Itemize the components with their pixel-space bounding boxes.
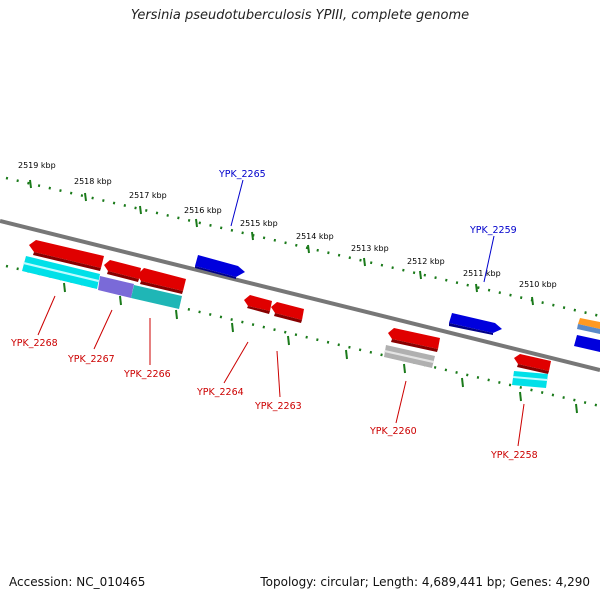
gene-label-ypk-2265[interactable]: YPK_2265 xyxy=(218,169,266,180)
gene-ypk-2266-feature[interactable] xyxy=(137,268,186,294)
label-leaders xyxy=(37,179,525,447)
outer-major-ticks xyxy=(29,179,534,306)
genome-backbone xyxy=(0,219,600,372)
gene-teal-2266-feature[interactable] xyxy=(131,285,182,309)
gene-cyan-2268-feature[interactable] xyxy=(22,256,100,289)
gene-ypk-2259-feature[interactable] xyxy=(449,313,502,335)
kbp-label: 2516 kbp xyxy=(184,206,222,215)
kbp-label: 2513 kbp xyxy=(351,244,389,253)
kbp-label: 2512 kbp xyxy=(407,257,445,266)
gene-label-ypk-2268[interactable]: YPK_2268 xyxy=(10,338,58,349)
gene-ypk-2264-feature[interactable] xyxy=(244,295,272,314)
gene-ypk-2263-feature[interactable] xyxy=(271,302,304,323)
gene-grey-2260-feature[interactable] xyxy=(384,345,435,368)
genome-title: Yersinia pseudotuberculosis YPIII, compl… xyxy=(130,8,470,23)
gene-label-ypk-2264[interactable]: YPK_2264 xyxy=(196,387,244,398)
inner-major-ticks xyxy=(63,282,578,414)
kbp-label: 2511 kbp xyxy=(463,269,501,278)
gene-ypk-2258-feature[interactable] xyxy=(514,354,551,374)
kbp-label: 2517 kbp xyxy=(129,191,167,200)
kbp-label: 2510 kbp xyxy=(519,280,557,289)
kbp-label: 2514 kbp xyxy=(296,232,334,241)
gene-ypk-2265-feature[interactable] xyxy=(195,255,245,279)
gene-labels: YPK_2265 YPK_2259 YPK_2268 YPK_2267 YPK_… xyxy=(10,169,538,461)
kbp-label: 2515 kbp xyxy=(240,219,278,228)
gene-label-ypk-2267[interactable]: YPK_2267 xyxy=(67,354,115,365)
genome-summary-text: Topology: circular; Length: 4,689,441 bp… xyxy=(260,575,590,589)
gene-ypk-2268-feature[interactable] xyxy=(29,240,104,271)
gene-ypk-2260-feature[interactable] xyxy=(388,328,440,352)
gene-violet-2267-feature[interactable] xyxy=(98,276,134,298)
gene-label-ypk-2258[interactable]: YPK_2258 xyxy=(490,450,538,461)
gene-label-ypk-2260[interactable]: YPK_2260 xyxy=(369,426,417,437)
gene-edge-blue-feature[interactable] xyxy=(574,335,600,352)
gene-cyan-2258-feature[interactable] xyxy=(512,371,548,388)
gene-ypk-2267-feature[interactable] xyxy=(104,260,141,282)
kbp-label: 2518 kbp xyxy=(74,177,112,186)
accession-text: Accession: NC_010465 xyxy=(9,575,146,589)
gene-edge-orange-feature[interactable] xyxy=(577,318,600,334)
gene-label-ypk-2259[interactable]: YPK_2259 xyxy=(469,225,517,236)
gene-label-ypk-2266[interactable]: YPK_2266 xyxy=(123,369,171,380)
gene-label-ypk-2263[interactable]: YPK_2263 xyxy=(254,401,302,412)
kbp-labels: 2519 kbp 2518 kbp 2517 kbp 2516 kbp 2515… xyxy=(18,161,557,289)
kbp-label: 2519 kbp xyxy=(18,161,56,170)
